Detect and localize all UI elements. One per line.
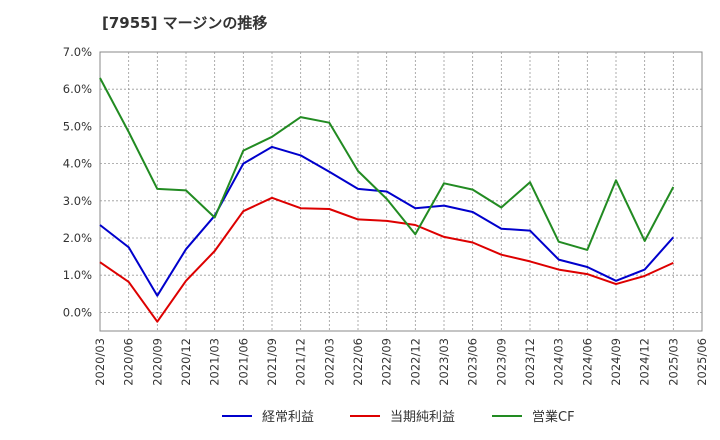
x-tick-label: 2020/06 [122,338,136,386]
x-tick-label: 2023/09 [494,338,508,386]
series-line-2 [99,196,674,323]
x-tick-label: 2022/06 [351,338,365,386]
x-tick-label: 2022/09 [380,338,394,386]
x-tick-label: 2021/12 [294,338,308,386]
legend-item: 経常利益 [222,410,314,425]
x-tick-label: 2024/09 [609,338,623,386]
series-line-3 [99,77,675,251]
x-tick-label: 2025/06 [695,338,709,386]
y-tick-label: 6.0% [63,82,92,96]
y-tick-label: 3.0% [63,194,92,208]
legend-label: 当期純利益 [390,410,455,425]
x-tick-label: 2024/03 [552,338,566,386]
x-tick-label: 2022/12 [408,338,422,386]
x-tick-label: 2021/06 [236,338,250,386]
y-tick-label: 2.0% [63,231,92,245]
x-tick-label: 2024/12 [638,338,652,386]
legend-item: 当期純利益 [350,410,455,425]
legend-label: 営業CF [532,409,575,425]
x-tick-label: 2024/06 [580,338,594,386]
x-tick-label: 2020/09 [150,338,164,386]
chart-title: [7955] マージンの推移 [102,14,268,32]
y-tick-label: 5.0% [63,119,92,133]
y-tick-label: 1.0% [63,268,92,282]
x-tick-label: 2025/03 [666,338,680,386]
y-tick-label: 0.0% [63,305,92,319]
y-tick-label: 4.0% [63,157,92,171]
x-tick-label: 2020/03 [93,338,107,386]
x-tick-label: 2021/09 [265,338,279,386]
legend-label: 経常利益 [262,410,314,425]
series-line-1 [99,145,675,297]
plot-frame [99,51,703,332]
legend-item: 営業CF [492,409,575,425]
x-tick-label: 2021/03 [208,338,222,386]
x-tick-label: 2023/03 [437,338,451,386]
x-tick-label: 2023/12 [523,338,537,386]
x-tick-label: 2023/06 [466,338,480,386]
x-tick-label: 2020/12 [179,338,193,386]
x-tick-label: 2022/03 [322,338,336,386]
y-tick-label: 7.0% [63,45,92,59]
